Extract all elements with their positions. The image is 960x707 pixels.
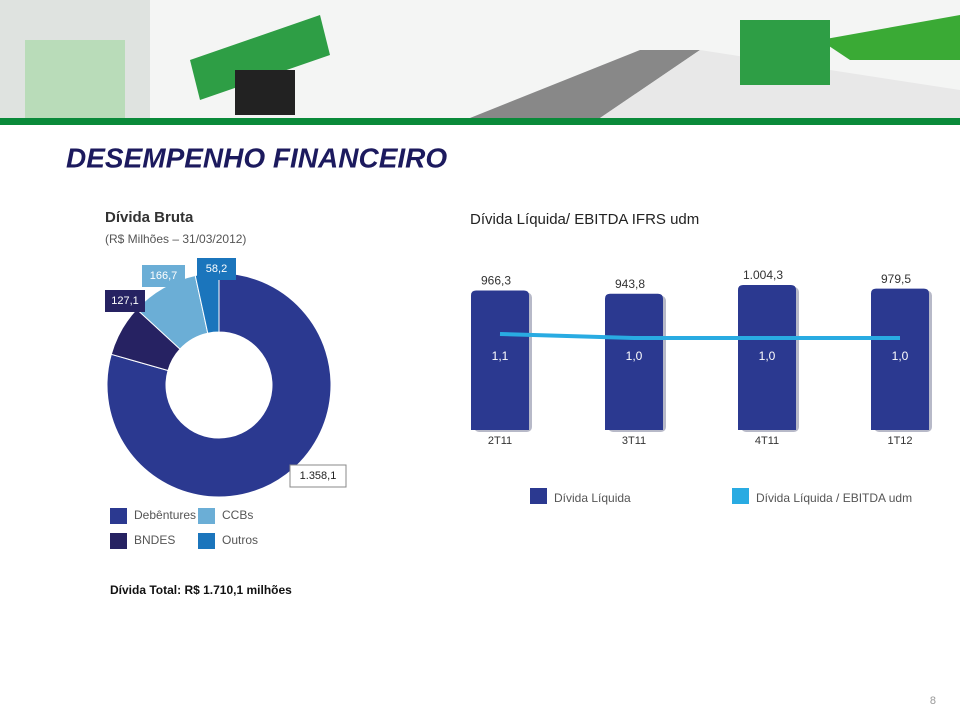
legend-swatch <box>530 488 547 504</box>
container-stack <box>25 40 125 118</box>
container <box>190 15 330 100</box>
bar-value-label: 979,5 <box>881 272 911 286</box>
value-label-box <box>289 464 347 488</box>
value-label-box <box>105 290 145 312</box>
crane <box>235 70 295 115</box>
chart-title: Dívida Líquida/ EBITDA IFRS udm <box>470 211 699 228</box>
page-number: 8 <box>930 695 936 707</box>
legend-label: Dívida Líquida <box>554 491 631 505</box>
line-value-label: 1,0 <box>759 349 776 363</box>
line-value-label: 1,0 <box>626 349 643 363</box>
bar <box>738 285 796 430</box>
legend-label: BNDES <box>134 533 175 547</box>
line-value-label: 1,1 <box>492 349 509 363</box>
bar-value-label: 966,3 <box>481 274 511 288</box>
bar <box>871 288 929 430</box>
donut-slice <box>106 272 332 498</box>
value-label: 127,1 <box>111 295 139 307</box>
value-label: 166,7 <box>150 270 178 282</box>
bar <box>471 290 529 430</box>
banner <box>0 0 960 125</box>
legend-swatch <box>198 533 215 549</box>
chart-subtitle: (R$ Milhões – 31/03/2012) <box>105 232 246 246</box>
legend-label: Dívida Líquida / EBITDA udm <box>756 491 912 505</box>
bar-value-label: 943,8 <box>615 277 645 291</box>
slide-title: DESEMPENHO FINANCEIRO <box>66 142 447 173</box>
legend-swatch <box>732 488 749 504</box>
value-label-box <box>142 265 185 287</box>
legend-swatch <box>110 533 127 549</box>
legend-swatch <box>198 508 215 524</box>
value-label: 58,2 <box>206 263 227 275</box>
legend-label: CCBs <box>222 508 253 522</box>
x-tick-label: 4T11 <box>755 435 779 447</box>
hill <box>820 15 960 60</box>
x-tick-label: 2T11 <box>488 435 512 447</box>
x-tick-label: 1T12 <box>887 435 912 447</box>
legend-label: Outros <box>222 533 258 547</box>
value-label: 1.358,1 <box>300 470 337 482</box>
total-label: Dívida Total: R$ 1.710,1 milhões <box>110 583 292 597</box>
x-tick-label: 3T11 <box>622 435 646 447</box>
truck <box>740 20 830 85</box>
line <box>499 332 900 340</box>
road <box>470 50 700 118</box>
chart-title: Dívida Bruta <box>105 209 194 226</box>
bar <box>605 293 663 430</box>
legend-swatch <box>110 508 127 524</box>
line-value-label: 1,0 <box>892 349 909 363</box>
legend-label: Debêntures <box>134 508 196 522</box>
bar-value-label: 1.004,3 <box>743 268 783 282</box>
banner-stripe <box>0 118 960 125</box>
value-label-box <box>197 258 236 280</box>
